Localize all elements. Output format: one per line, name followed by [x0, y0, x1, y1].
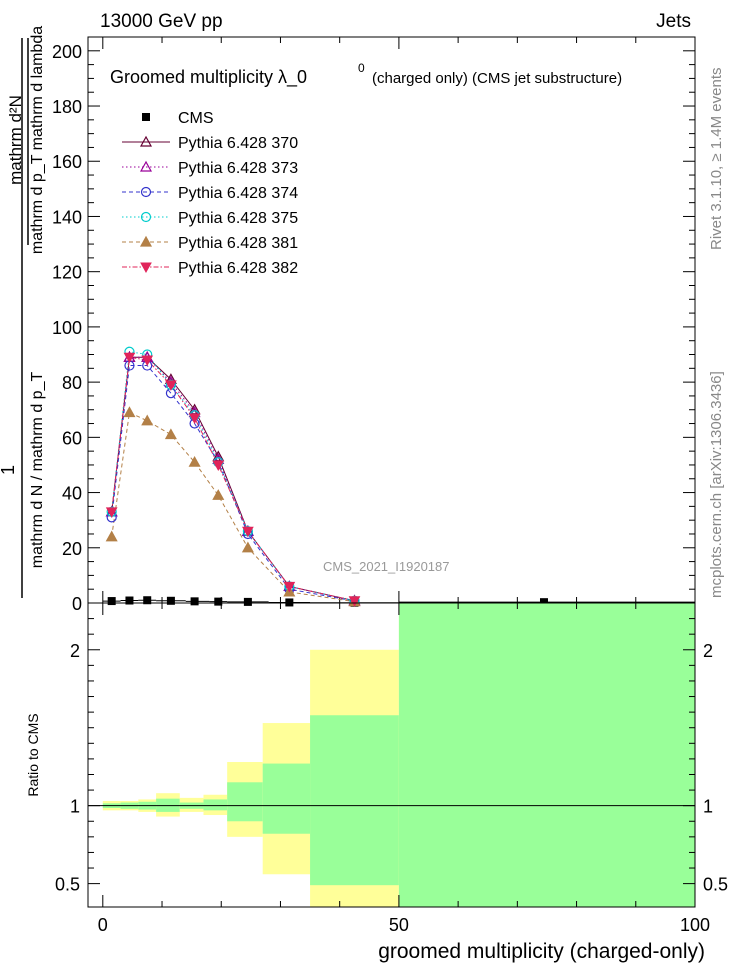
main-y-tick-label: 20 — [62, 539, 82, 559]
ratio-x-axis: 0 50 100 — [98, 603, 710, 935]
data-point-pythia-6-428-382 — [242, 526, 254, 538]
legend-marker-pythia-6-428-374 — [140, 186, 152, 198]
main-y-tick-label: 100 — [52, 318, 82, 338]
data-point-cms — [243, 597, 252, 606]
data-point-cms — [125, 596, 134, 605]
main-y-tick-label: 40 — [62, 484, 82, 504]
data-point-pythia-6-428-382 — [123, 352, 136, 364]
ratio-band-green — [227, 782, 263, 822]
data-point-pythia-6-428-382 — [212, 460, 225, 471]
ratio-x-tick-label: 100 — [680, 915, 710, 935]
header-energy: 13000 GeV pp — [100, 11, 223, 32]
main-title: Groomed multiplicity λ_0 — [110, 67, 307, 88]
legend-label-pythia-6-428-381: Pythia 6.428 381 — [178, 235, 298, 252]
data-point-pythia-6-428-381 — [164, 428, 177, 440]
main-y-axis-label: mathrm d²N mathrm d p_T mathrm d lambda … — [0, 26, 46, 598]
ratio-plot-frame — [87, 602, 696, 908]
legend-marker-pythia-6-428-370 — [139, 135, 153, 147]
ratio-bands — [102, 603, 695, 907]
main-title-suffix: (charged only) (CMS jet substructure) — [372, 70, 622, 87]
data-point-cms — [214, 597, 223, 606]
legend: CMS Pythia 6.428 370 Pythia 6.428 373 Pythi… — [122, 110, 298, 277]
series-line-pythia-6-428-375 — [111, 351, 355, 602]
series-line-pythia-6-428-373 — [111, 356, 355, 602]
ratio-band-green — [310, 715, 399, 886]
series-line-pythia-6-428-374 — [111, 365, 355, 602]
main-y-tick-label: 80 — [62, 373, 82, 393]
legend-label-pythia-6-428-382: Pythia 6.428 382 — [178, 260, 298, 277]
legend-marker-pythia-6-428-373 — [139, 160, 153, 172]
data-point-pythia-6-428-382 — [141, 355, 154, 367]
data-point-cms — [190, 597, 199, 606]
series-line-pythia-6-428-370 — [111, 356, 355, 602]
data-point-pythia-6-428-381 — [105, 530, 118, 542]
legend-marker-pythia-6-428-382 — [140, 262, 152, 274]
x-axis-label: groomed multiplicity (charged-only) — [378, 940, 705, 963]
data-point-cms — [166, 596, 175, 605]
ylabel-numerator-denominator: mathrm d p_T mathrm d lambda — [29, 26, 46, 254]
main-y-axis: 0 20 40 60 80 100 120 140 160 180 200 — [52, 42, 695, 614]
mcplots-label: mcplots.cern.ch [arXiv:1306.3436] — [708, 371, 725, 598]
data-point-pythia-6-428-382 — [348, 596, 361, 607]
ratio-band-green — [203, 799, 228, 811]
ratio-y-tick-label: 0.5 — [55, 875, 80, 895]
ratio-x-tick-label: 50 — [389, 915, 409, 935]
legend-label-pythia-6-428-374: Pythia 6.428 374 — [178, 185, 298, 202]
header-jets: Jets — [656, 11, 691, 32]
rivet-label: Rivet 3.1.10, ≥ 1.4M events — [708, 68, 725, 251]
data-point-pythia-6-428-381 — [212, 489, 225, 500]
ratio-y-label: Ratio to CMS — [25, 713, 41, 796]
ratio-y-tick-label: 1 — [70, 797, 80, 817]
main-series-markers — [105, 346, 548, 607]
main-y-tick-label: 120 — [52, 263, 82, 283]
data-point-pythia-6-428-382 — [165, 380, 177, 391]
legend-marker-pythia-6-428-381 — [139, 235, 153, 247]
data-point-pythia-6-428-382 — [188, 413, 201, 425]
ratio-plot-panel: 0.5 0.5 1 1 2 2 0 50 100 Ratio to CMS groomed m… — [25, 602, 728, 963]
data-point-pythia-6-428-381 — [123, 406, 136, 418]
ratio-x-tick-label: 0 — [98, 915, 108, 935]
data-point-pythia-6-428-381 — [188, 455, 201, 467]
series-line-pythia-6-428-381 — [111, 411, 355, 603]
data-point-cms — [107, 597, 116, 606]
main-title-sup: 0 — [358, 61, 365, 75]
main-y-tick-label: 60 — [62, 428, 82, 448]
ylabel-one: 1 — [0, 465, 18, 475]
data-point-pythia-6-428-381 — [241, 541, 254, 553]
data-point-pythia-6-428-382 — [105, 507, 118, 518]
legend-label-pythia-6-428-370: Pythia 6.428 370 — [178, 135, 298, 152]
main-plot-panel: 0 20 40 60 80 100 120 140 160 180 200 Groomed mult… — [52, 36, 696, 614]
data-point-pythia-6-428-381 — [141, 414, 154, 426]
main-y-tick-label: 200 — [52, 42, 82, 62]
data-point-cms — [539, 598, 548, 607]
ratio-y-axis: 0.5 0.5 1 1 2 2 — [55, 618, 728, 895]
ylabel-denominator: mathrm d N / mathrm d p_T — [29, 372, 46, 569]
legend-label-pythia-6-428-373: Pythia 6.428 373 — [178, 160, 298, 177]
legend-label-cms: CMS — [178, 110, 214, 127]
ratio-band-green — [262, 763, 311, 834]
data-point-cms — [285, 598, 294, 607]
main-y-tick-label: 140 — [52, 207, 82, 227]
ratio-y-tick-label: 2 — [70, 641, 80, 661]
data-point-cms — [143, 596, 152, 605]
data-point-pythia-6-428-382 — [283, 581, 296, 593]
legend-marker-pythia-6-428-375 — [140, 211, 152, 223]
ylabel-numerator: mathrm d²N — [6, 95, 25, 185]
main-y-tick-label: 160 — [52, 152, 82, 172]
series-line-pythia-6-428-382 — [111, 356, 355, 602]
watermark: CMS_2021_I1920187 — [323, 559, 450, 574]
main-y-tick-label: 180 — [52, 97, 82, 117]
legend-marker-cms — [142, 113, 150, 121]
ratio-y-tick-label-right: 1 — [703, 797, 713, 817]
legend-label-pythia-6-428-375: Pythia 6.428 375 — [178, 210, 298, 227]
main-y-tick-label: 0 — [72, 594, 82, 614]
ratio-y-tick-label-right: 0.5 — [703, 875, 728, 895]
ratio-band-green — [398, 603, 695, 907]
ratio-y-tick-label-right: 2 — [703, 641, 713, 661]
